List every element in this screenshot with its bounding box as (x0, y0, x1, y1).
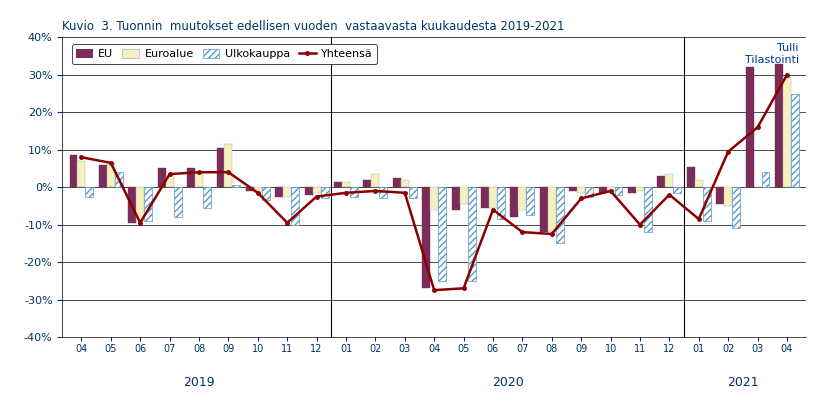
Bar (724, 187, 732, 206)
Bar (224, 144, 233, 187)
Bar (99, 165, 107, 187)
Bar (187, 168, 195, 187)
Bar (136, 187, 145, 221)
Bar (422, 187, 430, 288)
Bar (195, 172, 203, 187)
Legend: EU, Euroalue, Ulkokauppa, Yhteensä: EU, Euroalue, Ulkokauppa, Yhteensä (71, 45, 377, 64)
Bar (70, 155, 77, 187)
Bar (246, 187, 253, 191)
Bar (401, 180, 409, 187)
Bar (510, 187, 519, 217)
Bar (77, 161, 86, 187)
Bar (363, 180, 371, 187)
Bar (452, 187, 460, 210)
Bar (628, 187, 636, 193)
Bar (468, 187, 475, 281)
Bar (761, 172, 770, 187)
Bar (775, 64, 783, 187)
Bar (305, 187, 312, 195)
Bar (657, 176, 666, 187)
Bar (687, 166, 695, 187)
Bar (598, 187, 607, 193)
Text: 2019: 2019 (183, 376, 215, 389)
Bar (636, 187, 644, 191)
Bar (165, 176, 174, 187)
Text: Tulli
Tilastointi: Tulli Tilastointi (745, 43, 799, 65)
Bar (145, 187, 152, 221)
Bar (569, 187, 578, 191)
Text: Kuvio  3. Tuonnin  muutokset edellisen vuoden  vastaavasta kuukaudesta 2019-2021: Kuvio 3. Tuonnin muutokset edellisen vuo… (62, 20, 565, 34)
Bar (253, 187, 262, 193)
Bar (745, 67, 754, 187)
Bar (203, 187, 211, 208)
Bar (233, 185, 240, 187)
Bar (342, 181, 350, 187)
Bar (673, 187, 681, 193)
Text: 2020: 2020 (492, 376, 524, 389)
Bar (350, 187, 358, 197)
Bar (283, 187, 291, 197)
Bar (716, 187, 724, 204)
Bar (783, 77, 791, 187)
Bar (607, 187, 615, 191)
Bar (107, 163, 115, 187)
Bar (666, 174, 673, 187)
Bar (86, 187, 93, 197)
Bar (519, 187, 526, 210)
Bar (115, 172, 123, 187)
Bar (312, 187, 321, 193)
Bar (526, 187, 534, 215)
Bar (275, 187, 283, 197)
Text: 2021: 2021 (727, 376, 759, 389)
Bar (460, 187, 468, 204)
Bar (291, 187, 299, 225)
Bar (732, 187, 740, 228)
Bar (585, 187, 593, 197)
Bar (371, 174, 380, 187)
Bar (548, 187, 556, 232)
Bar (380, 187, 387, 198)
Bar (615, 187, 622, 195)
Bar (217, 148, 224, 187)
Bar (703, 187, 711, 221)
Bar (791, 94, 799, 187)
Bar (644, 187, 652, 232)
Bar (578, 187, 585, 193)
Bar (321, 187, 328, 198)
Bar (334, 181, 342, 187)
Bar (438, 187, 446, 281)
Bar (489, 187, 497, 208)
Bar (262, 187, 270, 200)
Bar (128, 187, 136, 223)
Bar (174, 187, 181, 217)
Bar (695, 180, 703, 187)
Bar (540, 187, 548, 232)
Bar (409, 187, 416, 198)
Bar (393, 178, 401, 187)
Bar (481, 187, 489, 208)
Bar (497, 187, 505, 219)
Bar (556, 187, 563, 243)
Bar (430, 187, 438, 210)
Bar (158, 168, 165, 187)
